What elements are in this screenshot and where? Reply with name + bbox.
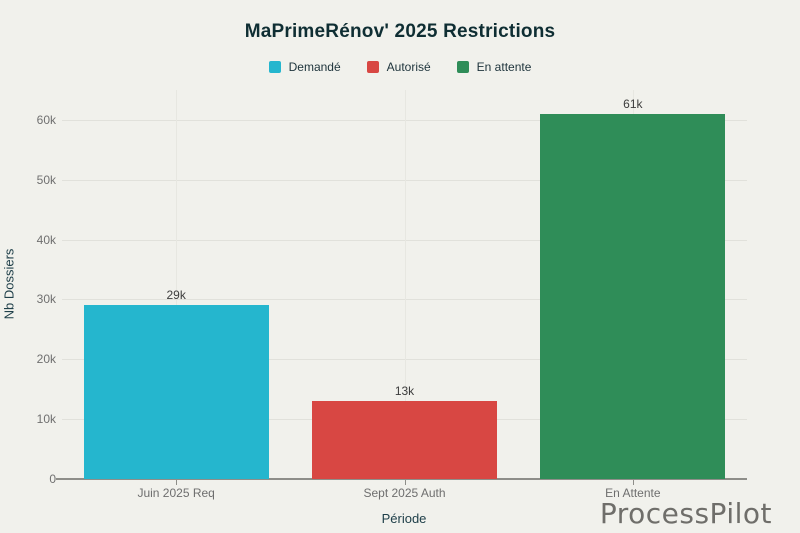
x-axis-tick [176, 480, 178, 485]
y-tick-label: 60k [36, 112, 56, 127]
bar-0[interactable] [83, 305, 269, 479]
y-axis-title: Nb Dossiers [1, 248, 17, 320]
y-tick-label: 10k [36, 412, 56, 427]
y-tick-label: 40k [36, 232, 56, 247]
legend-label: Autorisé [386, 60, 431, 74]
y-tick-label: 50k [36, 172, 56, 187]
legend-label: En attente [476, 60, 532, 74]
bar-1[interactable] [312, 401, 497, 479]
x-category-label: Juin 2025 Req [137, 486, 215, 500]
watermark-logo: ProcessPilot [599, 497, 772, 530]
legend-item-2[interactable]: En attente [456, 60, 532, 74]
legend-swatch-icon [456, 61, 469, 73]
bar-value-label: 29k [166, 288, 186, 303]
legend: Demandé Autorisé En attente [0, 60, 800, 74]
x-category-label: En Attente [605, 486, 661, 500]
bar-2[interactable] [540, 113, 726, 479]
x-axis-tick [632, 480, 634, 485]
bar-value-label: 13k [394, 384, 415, 399]
x-category-label: Sept 2025 Auth [363, 486, 446, 500]
legend-swatch-icon [366, 61, 379, 73]
chart-title: MaPrimeRénov' 2025 Restrictions [244, 21, 556, 42]
x-axis-line [56, 478, 747, 480]
x-axis-tick [404, 480, 406, 485]
legend-item-1[interactable]: Autorisé [366, 60, 431, 74]
y-tick-label: 0 [49, 472, 56, 486]
y-tick-label: 20k [36, 352, 56, 367]
gridline-vertical [404, 90, 406, 479]
plot-area: 29k 13k 61k [56, 90, 747, 485]
legend-label: Demandé [288, 60, 341, 74]
legend-item-0[interactable]: Demandé [268, 60, 341, 74]
legend-swatch-icon [268, 61, 281, 73]
bar-value-label: 61k [623, 96, 643, 111]
y-tick-label: 30k [36, 292, 56, 307]
gridline-vertical [176, 90, 178, 479]
x-axis-title: Période [381, 511, 427, 526]
